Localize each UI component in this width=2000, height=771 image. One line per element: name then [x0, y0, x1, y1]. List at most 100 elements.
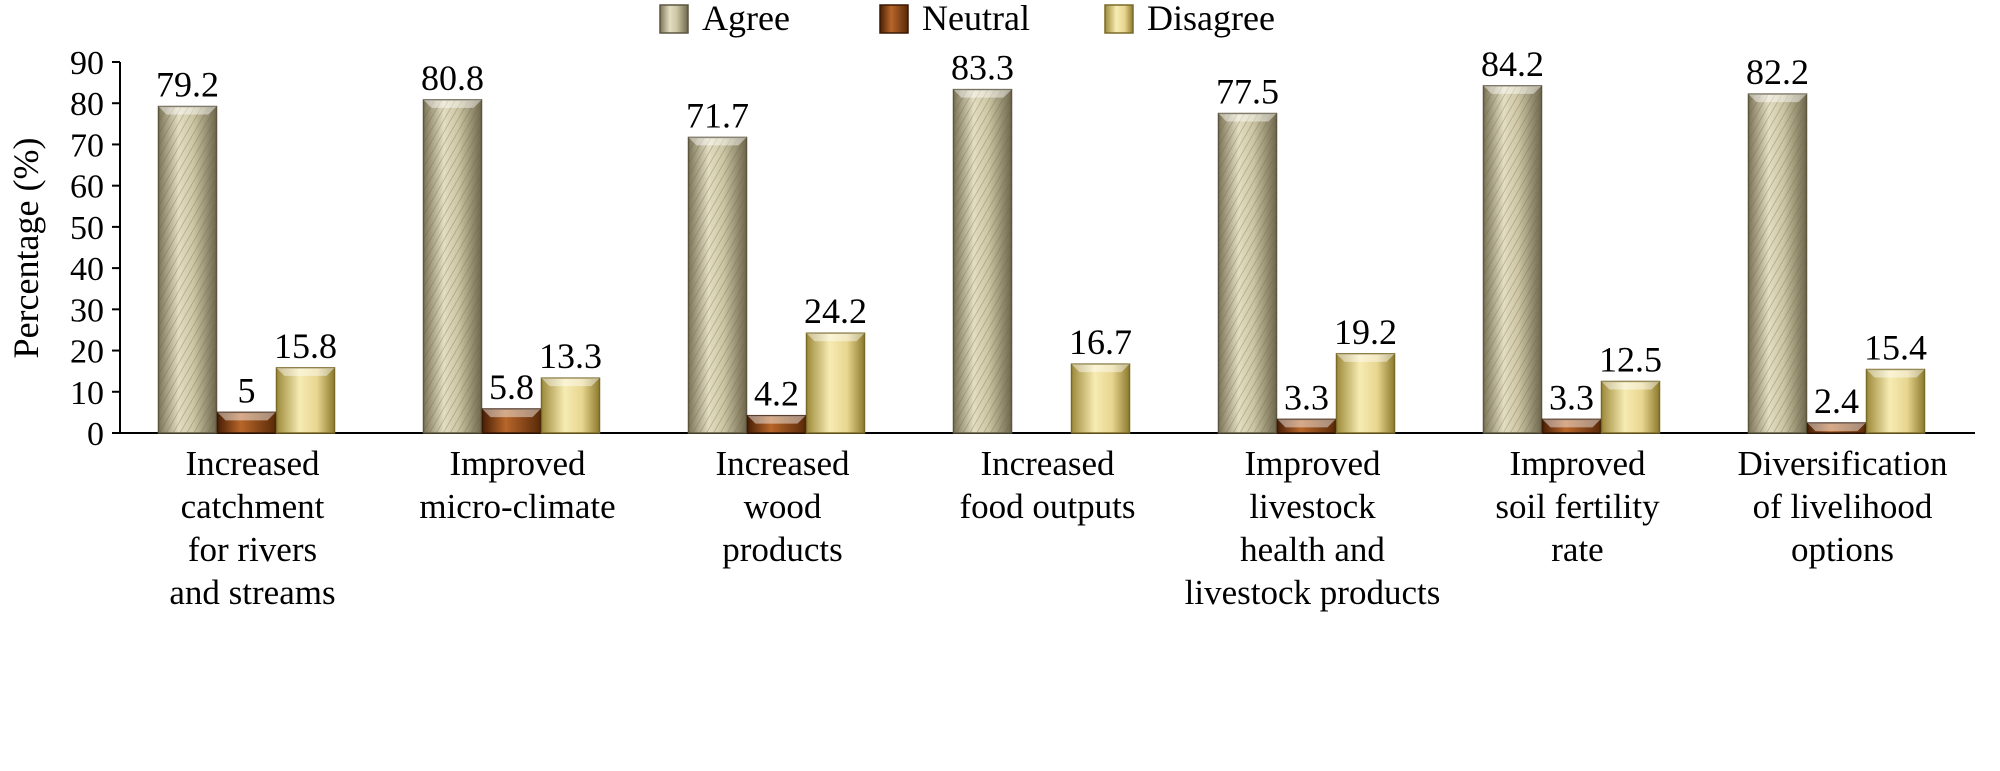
data-label: 84.2: [1481, 44, 1544, 84]
data-label: 83.3: [951, 48, 1014, 88]
x-tick-label: micro-climate: [419, 487, 615, 526]
bar-texture: [1483, 85, 1542, 434]
x-tick-label: livestock: [1249, 487, 1376, 526]
bar-neutral: [481, 408, 542, 434]
bar-cap: [276, 367, 335, 376]
bar-disagree: [275, 367, 336, 434]
bar-neutral: [1806, 422, 1867, 434]
data-label: 16.7: [1069, 322, 1132, 362]
data-label: 12.5: [1599, 339, 1662, 379]
x-tick-label: products: [722, 530, 843, 569]
bar-cap: [217, 412, 276, 421]
data-label: 79.2: [156, 65, 219, 105]
bar-texture: [1218, 113, 1277, 434]
x-tick-label: Improved: [449, 444, 586, 483]
bar-cap: [953, 89, 1012, 98]
y-tick-label: 50: [70, 210, 104, 247]
x-tick-label: Improved: [1509, 444, 1646, 483]
x-tick-label: Diversification: [1738, 444, 1948, 483]
x-tick-label: catchment: [181, 487, 325, 526]
bar-cap: [1542, 419, 1601, 428]
y-tick-label: 40: [70, 251, 104, 288]
bar-disagree: [1070, 363, 1131, 434]
bar-cap: [1601, 381, 1660, 390]
bar-cap: [423, 99, 482, 108]
x-tick-label: of livelihood: [1753, 487, 1933, 526]
x-tick-label: and streams: [169, 573, 335, 612]
bars: 79.2 5 15.8 80.8 5.813.3 71.7 4.2 24.2 83.3 16.7 7…: [156, 44, 1927, 434]
legend-swatch-agree: [659, 4, 689, 34]
bar-neutral: [1276, 418, 1337, 434]
x-axis: Increased catchment for rivers and streams I…: [169, 444, 1947, 612]
x-tick-label: Improved: [1244, 444, 1381, 483]
bar-cap: [1866, 369, 1925, 378]
data-label: 15.4: [1864, 328, 1927, 368]
bar-cap: [806, 333, 865, 342]
legend-label: Agree: [702, 0, 790, 38]
legend-label: Disagree: [1147, 0, 1275, 38]
data-label: 82.2: [1746, 52, 1809, 92]
bar-cap: [541, 378, 600, 387]
bar-cap: [1483, 85, 1542, 94]
data-label: 80.8: [421, 58, 484, 98]
data-label: 24.2: [804, 291, 867, 331]
x-tick-label: soil fertility: [1495, 487, 1660, 526]
bar-cap: [688, 137, 747, 146]
x-tick-label: for rivers: [188, 530, 317, 569]
bar-texture: [1748, 94, 1807, 434]
data-label: 3.3: [1284, 377, 1329, 417]
bar-neutral: [216, 411, 277, 434]
x-tick-label: Increased: [980, 444, 1115, 483]
y-axis: 0 10 20 30 40 50 60 70 80 90: [70, 45, 1975, 453]
x-tick-label: Increased: [185, 444, 320, 483]
bar-disagree: [1335, 353, 1396, 434]
y-tick-label: 30: [70, 292, 104, 329]
x-tick-label: food outputs: [960, 487, 1136, 526]
bar-neutral: [1541, 418, 1602, 434]
y-axis-label: Percentage (%): [6, 138, 46, 359]
bar-texture: [158, 106, 217, 434]
data-label: 19.2: [1334, 312, 1397, 352]
bar-disagree: [1600, 380, 1661, 434]
y-tick-label: 10: [70, 375, 104, 412]
x-tick-label: wood: [744, 487, 822, 526]
x-tick-label: options: [1791, 530, 1894, 569]
legend-swatch-disagree: [1104, 4, 1134, 34]
data-label: 4.2: [754, 374, 799, 414]
y-tick-label: 0: [87, 416, 104, 453]
bar-cap: [158, 106, 217, 115]
legend-label: Neutral: [922, 0, 1030, 38]
x-tick-label: health and: [1240, 530, 1385, 569]
bar-cap: [1277, 419, 1336, 428]
data-label: 71.7: [686, 95, 749, 135]
bar-cap: [747, 415, 806, 424]
bar-disagree: [540, 377, 601, 434]
legend: Agree Neutral Disagree: [659, 0, 1275, 38]
data-label: 5.8: [489, 367, 534, 407]
data-label: 77.5: [1216, 72, 1279, 112]
data-label: 3.3: [1549, 377, 1594, 417]
data-label: 13.3: [539, 336, 602, 376]
data-label: 2.4: [1814, 381, 1859, 421]
bar-cap: [1336, 353, 1395, 362]
bar-cap: [1218, 113, 1277, 122]
bar-texture: [953, 89, 1012, 433]
x-tick-label: rate: [1551, 530, 1603, 569]
bar-texture: [688, 137, 747, 434]
bar-cap: [482, 409, 541, 418]
y-tick-label: 20: [70, 334, 104, 371]
y-tick-label: 70: [70, 127, 104, 164]
bar-texture: [423, 99, 482, 434]
bar-disagree: [805, 332, 866, 434]
y-tick-label: 60: [70, 169, 104, 206]
y-tick-label: 80: [70, 86, 104, 123]
data-label: 5: [238, 370, 256, 410]
bar-neutral: [746, 414, 807, 434]
bar-cap: [1748, 94, 1807, 103]
legend-swatch-neutral: [879, 4, 909, 34]
bar-cap: [1071, 364, 1130, 373]
y-tick-label: 90: [70, 45, 104, 82]
bar-disagree: [1865, 368, 1926, 434]
x-tick-label: livestock products: [1185, 573, 1441, 612]
